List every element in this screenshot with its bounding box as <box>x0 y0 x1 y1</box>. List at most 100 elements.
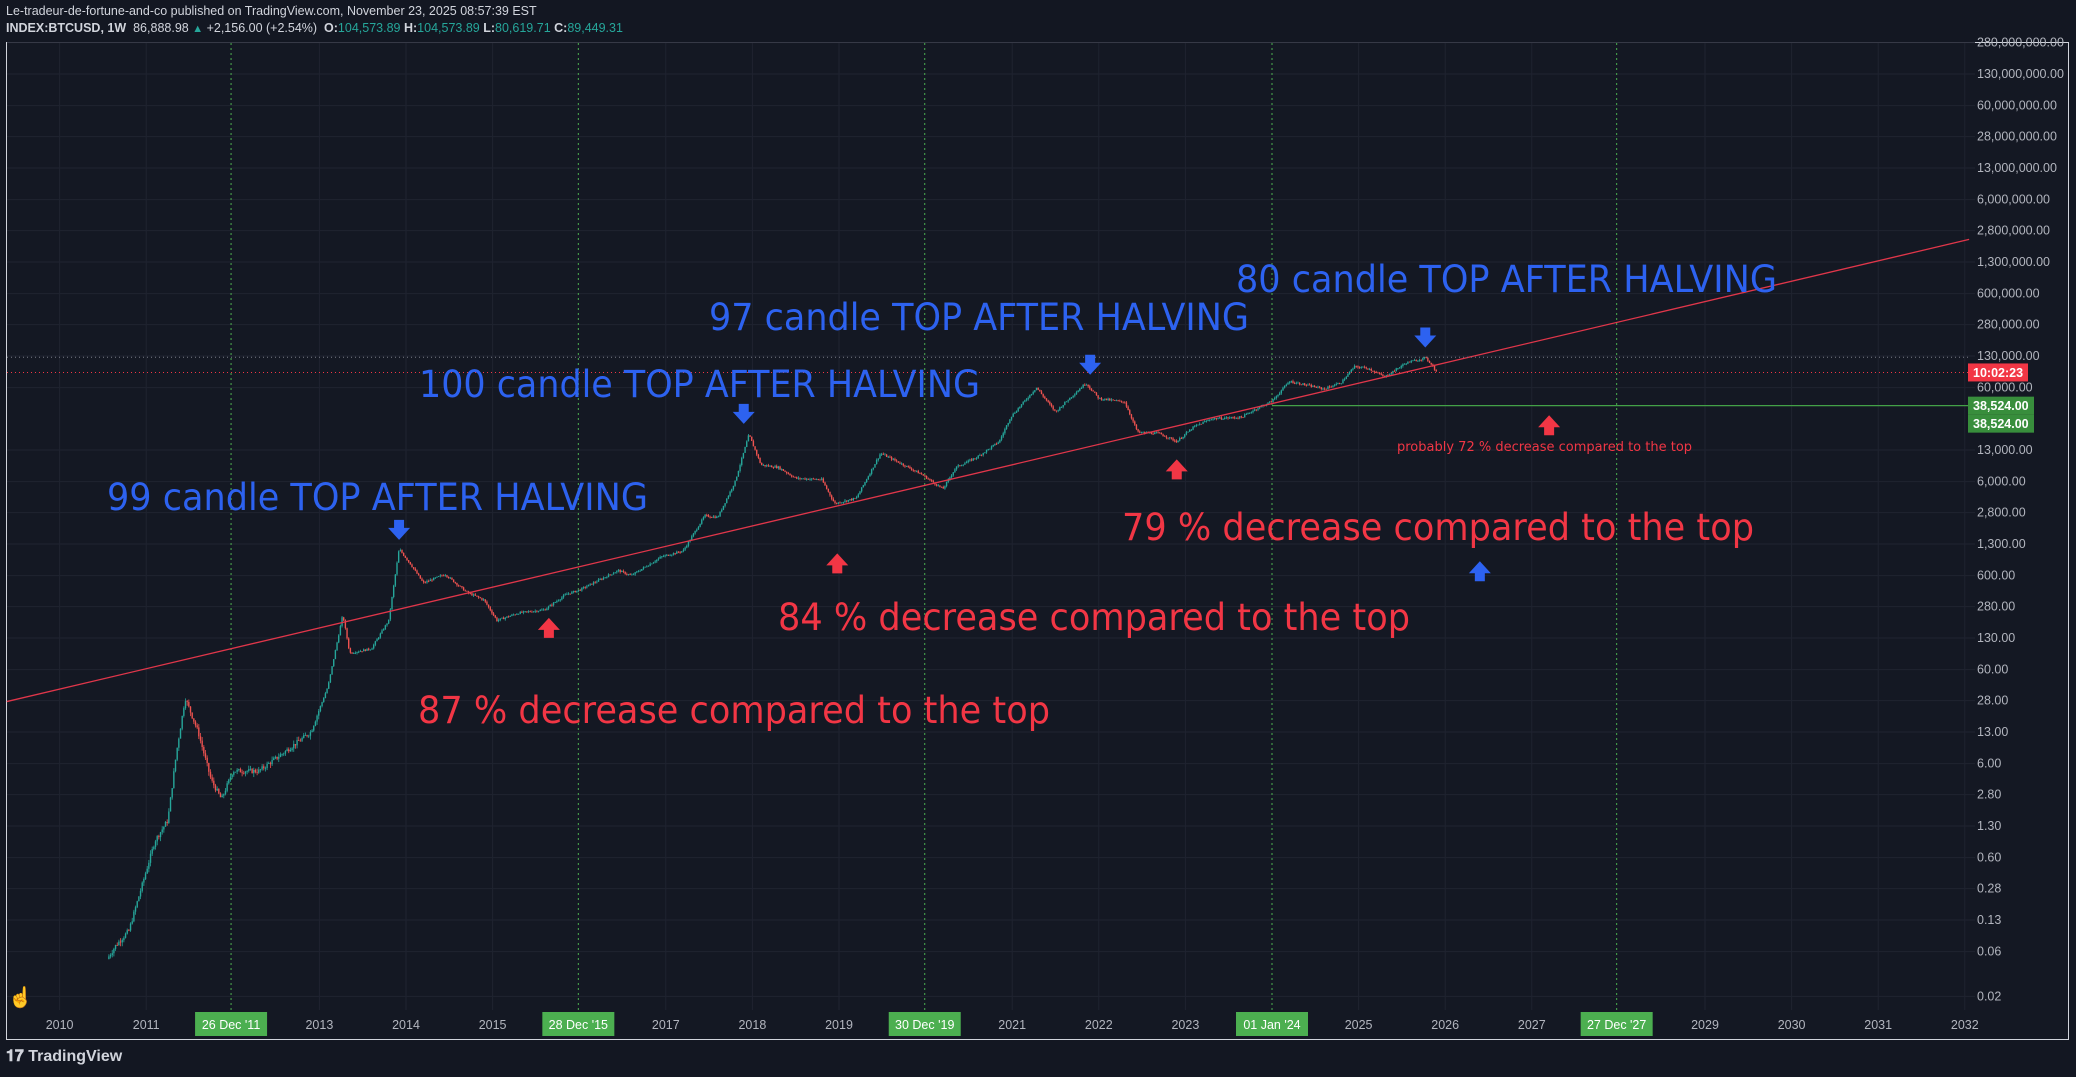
candle-body <box>136 901 138 908</box>
candle-body <box>1100 397 1103 400</box>
candle-body <box>1197 424 1199 426</box>
candle-body <box>862 485 865 488</box>
candle-body <box>870 469 873 474</box>
candle-body <box>1192 426 1194 430</box>
candle-body <box>716 516 718 518</box>
candle-body <box>1044 396 1046 399</box>
candle-body <box>409 561 412 565</box>
candle-body <box>324 693 327 699</box>
candle-body <box>1159 432 1161 434</box>
candle-body <box>1413 360 1416 361</box>
candle-body <box>779 466 781 470</box>
candle-body <box>271 759 273 765</box>
candle-body <box>691 536 693 540</box>
time-axis-label: 2017 <box>652 1018 680 1032</box>
candle-body <box>108 956 110 960</box>
price-axis-label: 0.28 <box>1977 882 2001 896</box>
candle-body <box>1238 416 1241 419</box>
candle-body <box>226 783 228 791</box>
candle-body <box>699 523 701 527</box>
candle-body <box>939 485 941 487</box>
candle-body <box>1323 388 1326 390</box>
price-axis[interactable]: 280,000,000.00 130,000,000.00 60,000,000.0… <box>1977 36 2064 1004</box>
candle-body <box>123 937 125 941</box>
halving-date-label: 26 Dec '11 <box>202 1018 260 1032</box>
time-axis-label: 2011 <box>133 1018 160 1032</box>
candle-body <box>1070 397 1073 399</box>
candle-body <box>731 489 733 492</box>
candle-body <box>1255 409 1258 411</box>
candle-body <box>524 611 526 613</box>
arrow-down-icon <box>1414 327 1437 348</box>
candle-body <box>915 470 918 472</box>
candle-body <box>344 620 347 629</box>
candle-body <box>1310 384 1313 387</box>
candle-body <box>1082 384 1084 388</box>
candle-body <box>273 758 275 760</box>
arrow-up-icon <box>1468 561 1491 582</box>
candle-body <box>1222 419 1224 420</box>
candle-body <box>1174 440 1176 442</box>
candle-body <box>1308 384 1311 386</box>
candle-body <box>662 556 665 558</box>
candle-body <box>1122 401 1124 403</box>
candle-body <box>171 788 173 798</box>
candle-body <box>266 763 268 768</box>
candle-body <box>151 849 153 854</box>
time-axis[interactable]: 2010 2011 2013 2014 2015 2017 2018 2019 2021 2022… <box>46 1012 1979 1036</box>
candle-body <box>228 779 230 784</box>
candle-body <box>574 590 576 593</box>
price-axis-label: 280,000,000.00 <box>1977 36 2064 50</box>
candle-body <box>417 573 420 576</box>
candle-body <box>786 471 788 474</box>
candle-body <box>1020 404 1023 407</box>
candle-body <box>591 583 593 585</box>
time-axis-label: 2010 <box>46 1018 74 1032</box>
candle-body <box>1170 437 1173 439</box>
candle-body <box>1430 362 1432 365</box>
symbol-name[interactable]: INDEX:BTCUSD, 1W <box>6 21 127 35</box>
candle-body <box>1045 398 1048 401</box>
candle-body <box>832 498 835 502</box>
candle-body <box>1022 401 1024 405</box>
price-axis-label: 130,000,000.00 <box>1977 67 2064 81</box>
candle-body <box>1285 384 1288 386</box>
candle-body <box>487 604 490 608</box>
candle-body <box>1065 401 1068 403</box>
candle-body <box>374 641 377 645</box>
arrow-up-icon <box>537 617 560 638</box>
candle-body <box>990 446 993 449</box>
candle-body <box>1144 432 1146 433</box>
candle-body <box>734 480 736 486</box>
candle-body <box>657 558 660 560</box>
candle-body <box>874 464 876 468</box>
candle-body <box>1127 406 1129 411</box>
candle-body <box>1054 409 1056 411</box>
candle-body <box>178 738 180 748</box>
candle-body <box>1428 361 1431 363</box>
candle-body <box>163 826 165 830</box>
candle-body <box>812 478 815 480</box>
candle-body <box>1009 419 1011 424</box>
annotation-80-candle: 80 candle TOP AFTER HALVING <box>1236 258 1777 301</box>
candle-body <box>484 599 486 602</box>
candle-body <box>1142 432 1144 433</box>
candle-body <box>1288 382 1291 383</box>
candle-body <box>849 499 851 500</box>
time-axis-label: 2019 <box>825 1018 853 1032</box>
candle-body <box>825 485 828 489</box>
candle-body <box>1140 432 1143 434</box>
logo-text: TradingView <box>28 1048 123 1065</box>
price-tag-label: 38,524.00 <box>1973 399 2029 413</box>
candle-body <box>1293 383 1296 384</box>
candle-body <box>741 457 743 466</box>
candle-body <box>944 486 946 489</box>
candle-body <box>887 456 889 458</box>
halving-date-tag <box>1580 1012 1653 1036</box>
candle-body <box>1205 420 1208 422</box>
candle-body <box>179 728 182 739</box>
low-label: L: <box>483 21 496 35</box>
candle-body <box>329 674 332 683</box>
candle-body <box>506 616 508 618</box>
